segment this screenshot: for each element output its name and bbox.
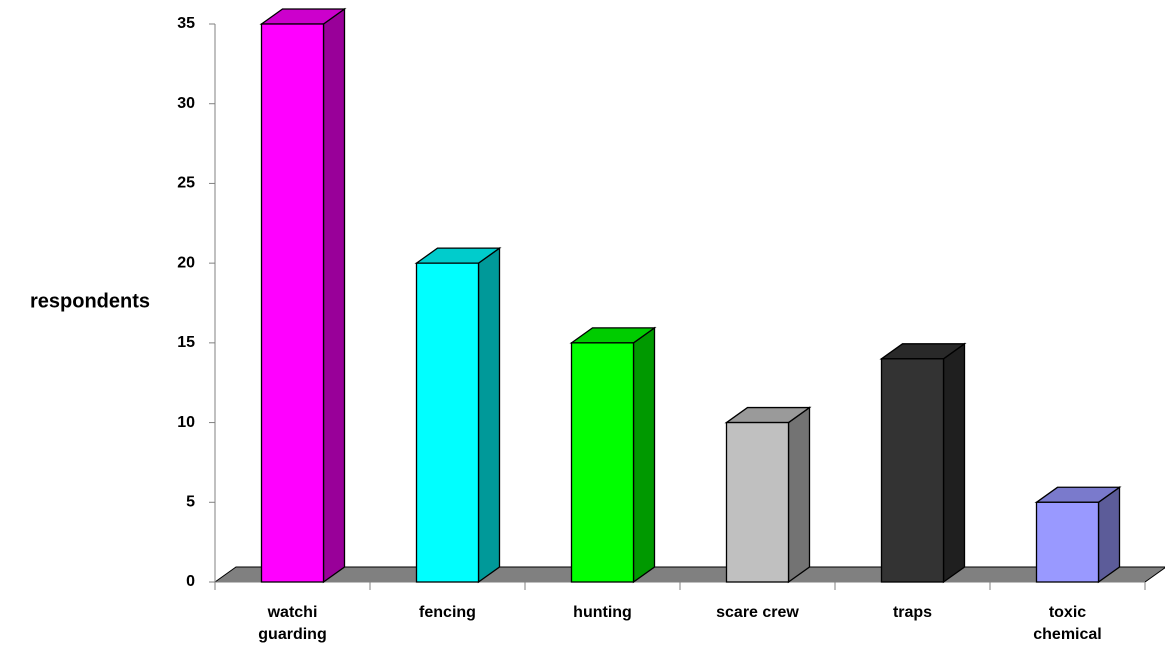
bar-side — [477, 246, 501, 584]
bar — [570, 342, 635, 583]
y-tick-label: 30 — [177, 95, 195, 112]
bar-side — [632, 326, 656, 584]
y-tick-label: 15 — [177, 334, 195, 351]
x-tick-label: hunting — [573, 604, 632, 621]
bar — [260, 23, 325, 583]
bar-side — [942, 342, 966, 584]
x-tick-label: watchi guarding — [258, 604, 327, 643]
bar-side — [1097, 486, 1121, 584]
y-tick-label: 20 — [177, 254, 195, 271]
bar — [725, 421, 790, 583]
x-tick-label: scare crew — [716, 604, 799, 621]
bar-side — [322, 7, 346, 584]
bar — [415, 262, 480, 583]
x-tick-label: traps — [892, 604, 933, 621]
y-axis-label: respondents — [30, 290, 150, 312]
y-tick-label: 0 — [186, 573, 195, 590]
x-tick-label: fencing — [419, 604, 476, 621]
y-tick-label: 35 — [177, 15, 195, 32]
bar — [1035, 501, 1100, 583]
bar — [880, 358, 945, 583]
x-tick-label: toxic chemical — [1033, 604, 1102, 643]
y-tick-label: 10 — [177, 414, 195, 431]
bar-side — [787, 406, 811, 584]
y-tick-label: 25 — [177, 175, 195, 192]
floor — [213, 566, 1165, 583]
y-tick-label: 5 — [186, 494, 195, 511]
